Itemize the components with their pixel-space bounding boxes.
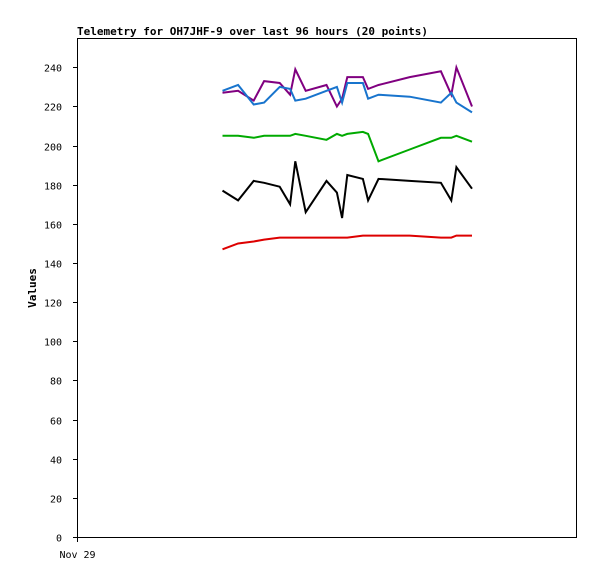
series-line-3 (222, 130, 473, 163)
y-tick-label: 40 (50, 456, 62, 467)
x-tick-label: Nov 29 (59, 550, 95, 561)
series-line-4 (221, 161, 473, 219)
y-axis: 0 20 40 60 80 100 120 140 160 180 200 220 240 (44, 64, 77, 545)
y-tick-label: 100 (44, 338, 62, 349)
y-tick-label: 220 (44, 103, 62, 114)
y-tick-label: 0 (56, 534, 62, 545)
plot-area-frame (77, 38, 577, 538)
y-tick-label: 120 (44, 299, 62, 310)
x-axis: Nov 29 (59, 537, 96, 561)
series-layer (221, 63, 473, 251)
y-tick-label: 60 (50, 417, 62, 428)
series-line-2 (222, 82, 473, 114)
series-line-1 (222, 63, 473, 109)
chart-title: Telemetry for OH7JHF-9 over last 96 hour… (77, 25, 428, 38)
y-tick-label: 180 (44, 182, 62, 193)
y-tick-label: 140 (44, 260, 62, 271)
y-tick-label: 240 (44, 64, 62, 75)
y-tick-label: 160 (44, 221, 62, 232)
y-tick-label: 200 (44, 143, 62, 154)
y-axis-label: Values (26, 268, 39, 308)
y-tick-label: 80 (50, 377, 62, 388)
y-tick-label: 20 (50, 495, 62, 506)
series-line-5 (222, 234, 472, 251)
